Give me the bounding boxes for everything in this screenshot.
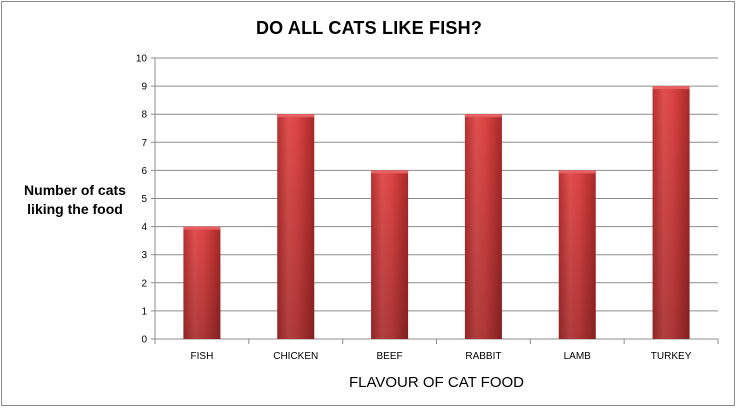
bar-beef — [371, 170, 409, 339]
x-tick-label: FISH — [191, 351, 214, 362]
bars — [183, 86, 690, 339]
x-tick-label: BEEF — [377, 351, 403, 362]
bar-shade — [652, 86, 690, 339]
bar-cap — [183, 226, 221, 230]
y-tick-label: 1 — [141, 306, 147, 317]
bar-fish — [183, 226, 221, 339]
bar-shade — [558, 170, 596, 339]
bar-shade — [277, 114, 315, 339]
x-tick-label: LAMB — [564, 351, 592, 362]
chart-title: DO ALL CATS LIKE FISH? — [255, 18, 483, 38]
y-tick-labels: 0 1 2 3 4 5 6 7 8 9 10 — [136, 54, 148, 346]
y-tick-label: 7 — [141, 138, 147, 149]
x-tick-label: RABBIT — [465, 351, 501, 362]
y-axis-label-line-2: liking the food — [27, 201, 123, 217]
y-tick-label: 2 — [141, 278, 147, 289]
bar-cap — [558, 170, 596, 174]
y-axis-label: Number of cats liking the food — [12, 181, 138, 219]
x-axis-label: FLAVOUR OF CAT FOOD — [348, 374, 524, 391]
y-tick-label: 8 — [141, 110, 147, 121]
bar-lamb — [558, 170, 596, 339]
bar-cap — [371, 170, 409, 174]
y-axis-label-line-1: Number of cats — [24, 182, 126, 198]
bar-shade — [183, 226, 221, 339]
x-tick-label: TURKEY — [651, 351, 692, 362]
bar-shade — [371, 170, 409, 339]
y-tick-label: 0 — [141, 335, 147, 346]
x-tick-labels: FISH CHICKEN BEEF RABBIT LAMB TURKEY — [191, 351, 692, 362]
bar-turkey — [652, 86, 690, 339]
y-tick-label: 9 — [141, 82, 147, 93]
bar-shade — [464, 114, 502, 339]
y-tick-label: 3 — [141, 250, 147, 261]
y-tick-label: 4 — [141, 222, 147, 233]
bar-cap — [464, 114, 502, 118]
bar-chicken — [277, 114, 315, 339]
x-tick-label: CHICKEN — [273, 351, 318, 362]
axes — [151, 57, 719, 344]
grid-lines — [155, 57, 718, 312]
y-tick-label: 5 — [141, 194, 147, 205]
y-tick-label: 10 — [136, 54, 148, 65]
bar-cap — [277, 114, 315, 118]
bar-cap — [652, 86, 690, 90]
bar-rabbit — [464, 114, 502, 339]
y-tick-label: 6 — [141, 166, 147, 177]
